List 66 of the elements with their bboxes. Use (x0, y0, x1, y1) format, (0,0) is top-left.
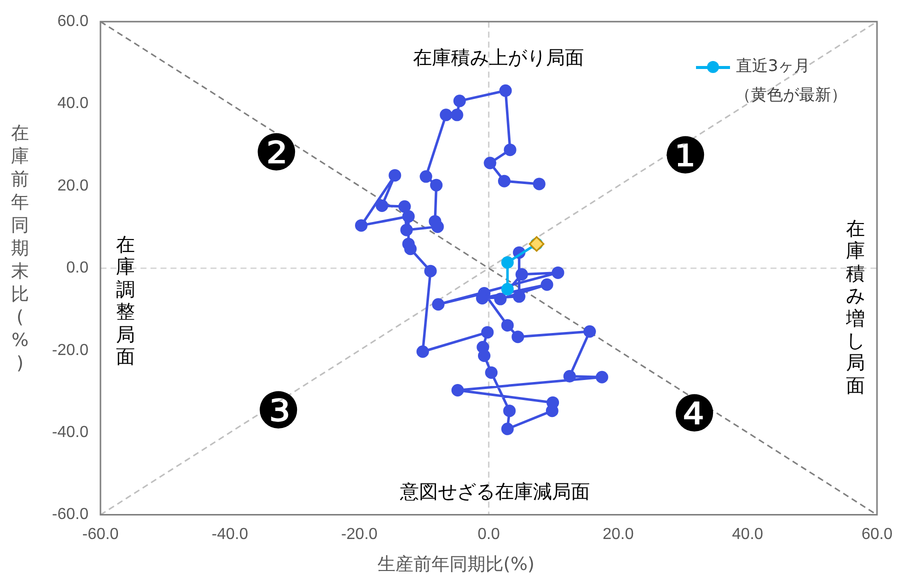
y-tick-label: 40.0 (57, 95, 89, 112)
point (388, 169, 402, 182)
y-tick-label: 0.0 (66, 260, 89, 277)
point (453, 94, 466, 108)
point (440, 108, 452, 122)
x-axis-title: 生産前年同期比(%) (376, 553, 536, 576)
point (501, 282, 514, 296)
point (501, 256, 514, 269)
point (515, 268, 528, 281)
annotation: ❶ (663, 127, 708, 185)
point (499, 84, 512, 97)
y-tick-label: -60.0 (52, 506, 89, 524)
point (400, 224, 413, 236)
annotation: ❷ (254, 124, 299, 182)
point (416, 345, 429, 358)
point (532, 178, 546, 190)
point (494, 292, 507, 306)
point (512, 330, 524, 344)
point (430, 178, 443, 192)
annotation: ❹ (672, 385, 717, 443)
y-tick-label: -20.0 (52, 342, 89, 359)
annotation: ❸ (256, 382, 301, 440)
point (498, 174, 511, 188)
x-tick-label: -60.0 (82, 526, 119, 543)
point (432, 298, 445, 311)
point (583, 325, 596, 338)
x-tick-label: 40.0 (732, 526, 764, 543)
annotation: 在庫積み増し局面 (846, 218, 865, 398)
text: 在庫前年同期末比(%) (11, 123, 29, 374)
x-tick-label: 0.0 (478, 526, 500, 543)
point (424, 264, 437, 278)
point (484, 156, 496, 170)
x-tick-label: -20.0 (341, 526, 378, 543)
y-tick-label: 60.0 (57, 13, 89, 30)
y-tick-label: -40.0 (52, 424, 89, 442)
point (540, 278, 554, 291)
annotation: 意図せざる在庫減局面 (400, 481, 590, 503)
point (504, 144, 516, 156)
point (503, 404, 516, 418)
point (552, 266, 564, 279)
point (481, 326, 494, 339)
point (512, 290, 526, 303)
point (404, 242, 417, 256)
point (485, 366, 498, 379)
point (501, 319, 514, 332)
point (402, 210, 415, 223)
annotation: （黄色が最新） (735, 85, 847, 104)
point (596, 370, 608, 384)
point (431, 220, 444, 233)
x-tick-label: 20.0 (602, 526, 634, 543)
point (450, 108, 464, 122)
x-tick-label: -40.0 (212, 526, 248, 543)
point (546, 396, 560, 409)
point (355, 219, 368, 232)
point (451, 384, 464, 397)
point (501, 422, 514, 436)
annotation: 在庫調整局面 (116, 234, 135, 368)
x-tick-label: 60.0 (861, 526, 893, 543)
point (376, 199, 388, 212)
annotation: 在庫積み上がり局面 (413, 47, 584, 69)
point (398, 200, 411, 213)
point (420, 170, 432, 183)
legend-label: 直近3ヶ月 (736, 56, 810, 77)
y-tick-label: 20.0 (57, 177, 89, 194)
point (478, 349, 490, 362)
point (563, 370, 576, 383)
